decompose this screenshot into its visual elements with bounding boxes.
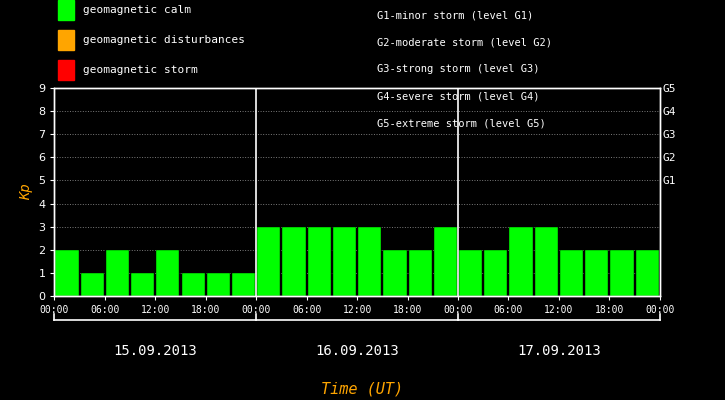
Bar (434, 227, 457, 296)
Bar (560, 250, 583, 296)
Bar (181, 273, 204, 296)
Bar (257, 227, 281, 296)
Bar (106, 250, 129, 296)
Bar (610, 250, 634, 296)
Bar (207, 273, 230, 296)
Text: geomagnetic calm: geomagnetic calm (83, 5, 191, 15)
Y-axis label: Kp: Kp (19, 184, 33, 200)
Text: G1-minor storm (level G1): G1-minor storm (level G1) (377, 10, 534, 20)
Bar (408, 250, 431, 296)
Bar (534, 227, 558, 296)
Bar (157, 250, 180, 296)
Bar (384, 250, 407, 296)
Text: 16.09.2013: 16.09.2013 (315, 344, 399, 358)
Text: G2-moderate storm (level G2): G2-moderate storm (level G2) (377, 37, 552, 47)
Text: geomagnetic storm: geomagnetic storm (83, 65, 197, 75)
Bar (459, 250, 482, 296)
Bar (484, 250, 507, 296)
Bar (358, 227, 381, 296)
Text: 15.09.2013: 15.09.2013 (113, 344, 197, 358)
Bar (131, 273, 154, 296)
Bar (636, 250, 659, 296)
Text: G3-strong storm (level G3): G3-strong storm (level G3) (377, 64, 539, 74)
Text: geomagnetic disturbances: geomagnetic disturbances (83, 35, 244, 45)
Bar (232, 273, 255, 296)
Bar (585, 250, 608, 296)
Bar (80, 273, 104, 296)
Bar (283, 227, 306, 296)
Text: G4-severe storm (level G4): G4-severe storm (level G4) (377, 92, 539, 102)
Bar (333, 227, 356, 296)
Text: G5-extreme storm (level G5): G5-extreme storm (level G5) (377, 119, 546, 129)
Bar (307, 227, 331, 296)
Bar (510, 227, 533, 296)
Bar (55, 250, 78, 296)
Text: Time (UT): Time (UT) (321, 381, 404, 396)
Text: 17.09.2013: 17.09.2013 (517, 344, 601, 358)
